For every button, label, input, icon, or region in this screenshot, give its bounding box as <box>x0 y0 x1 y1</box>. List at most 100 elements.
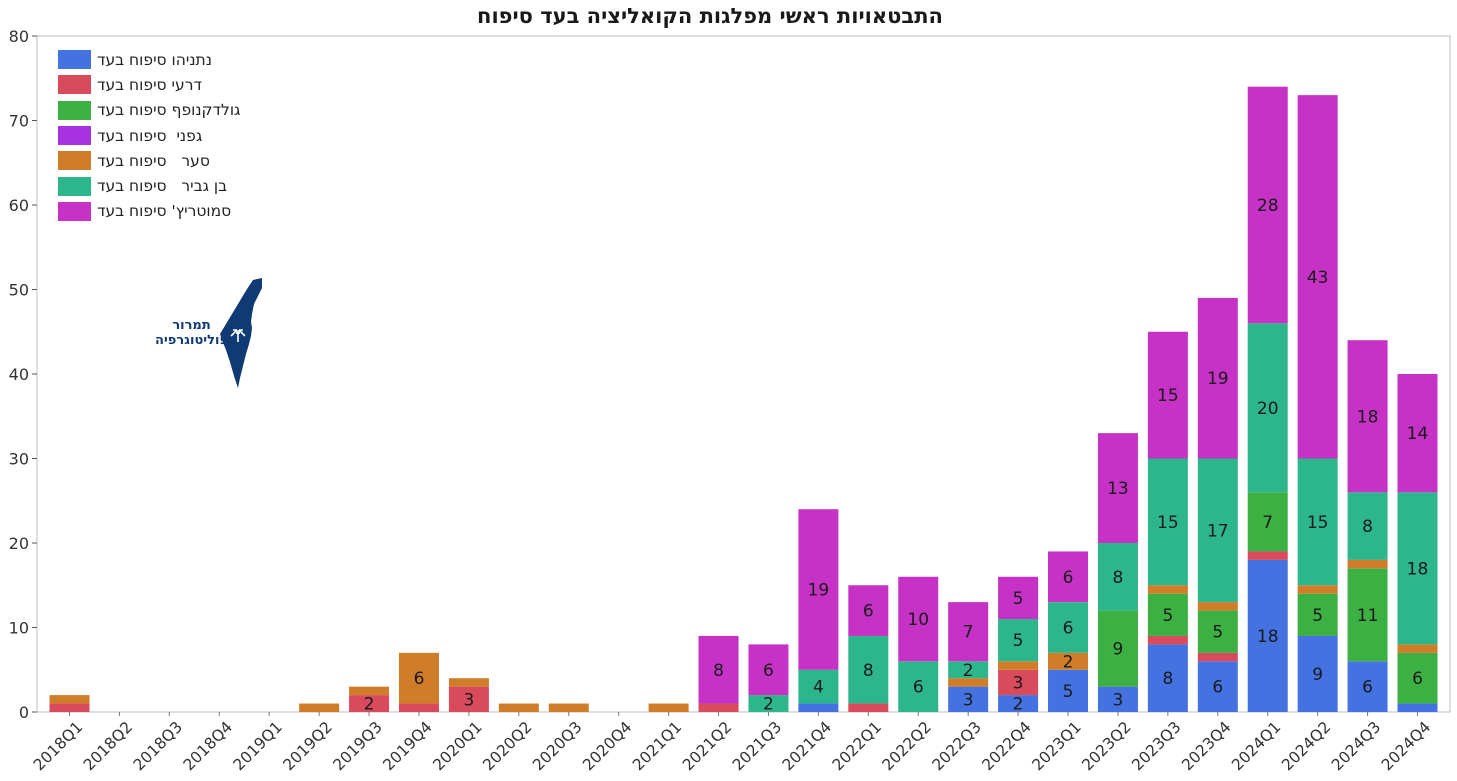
data-label: 15 <box>1157 513 1179 533</box>
legend-swatch <box>58 100 91 120</box>
legend-swatch <box>58 151 91 171</box>
bar-segment <box>548 703 589 712</box>
x-tick-label: 2020Q2 <box>479 718 535 774</box>
data-label: 2 <box>1013 695 1024 715</box>
data-label: 11 <box>1357 606 1379 626</box>
bar-segment <box>948 602 989 662</box>
data-label: 3 <box>1113 690 1124 710</box>
bar-segment <box>1297 95 1338 459</box>
x-tick-label: 2023Q1 <box>1029 718 1085 774</box>
bar-segment <box>1147 644 1188 712</box>
bar-segment <box>798 509 839 670</box>
bar-segment <box>1397 644 1438 653</box>
y-tick-label: 30 <box>9 450 29 469</box>
x-tick-label: 2023Q4 <box>1178 718 1234 774</box>
data-label: 18 <box>1407 559 1429 579</box>
bar-segment <box>1097 543 1138 611</box>
bar-segment <box>349 695 390 712</box>
data-label: 5 <box>1063 682 1074 702</box>
x-tick-label: 2019Q1 <box>230 718 286 774</box>
legend-label: בן גביר סיפוח בעד <box>97 177 228 196</box>
legend-label: דרעי סיפוח בעד <box>97 75 202 94</box>
bar-segment <box>1397 492 1438 645</box>
data-label: 2 <box>1063 652 1074 672</box>
logo-line1: תמרור <box>172 318 211 333</box>
legend-swatch <box>58 176 91 196</box>
legend-label: נתניהו סיפוח בעד <box>97 50 212 69</box>
data-label: 19 <box>1207 369 1229 389</box>
bar-segment <box>848 703 889 712</box>
bar-segment <box>49 695 90 704</box>
x-tick-label: 2021Q4 <box>779 718 835 774</box>
y-tick-label: 60 <box>9 196 29 215</box>
y-tick-label: 0 <box>19 703 29 722</box>
data-label: 7 <box>1262 513 1273 533</box>
data-label: 6 <box>863 602 874 622</box>
data-label: 4 <box>813 678 824 698</box>
legend-swatch <box>58 50 91 70</box>
data-label: 2 <box>763 695 774 715</box>
bar-segment <box>648 703 689 712</box>
bar-segment <box>698 703 739 712</box>
legend-item: סמוטריץ' סיפוח בעד <box>58 199 240 224</box>
bar-segment <box>1347 568 1388 662</box>
bar-segment <box>1197 610 1238 653</box>
data-label: 6 <box>1412 669 1423 689</box>
bar-segment <box>1147 585 1188 594</box>
bar-segment <box>948 661 989 679</box>
data-label: 6 <box>1362 678 1373 698</box>
bar-segment <box>848 635 889 704</box>
data-label: 15 <box>1157 386 1179 406</box>
bar-segment <box>1197 297 1238 459</box>
data-label: 3 <box>1013 673 1024 693</box>
bar-segment <box>1197 652 1238 662</box>
bar-segment <box>948 686 989 712</box>
x-tick-label: 2022Q3 <box>929 718 985 774</box>
logo: תמרור פוליטוגרפיה <box>112 278 272 390</box>
data-label: 28 <box>1257 196 1279 216</box>
x-tick-label: 2024Q1 <box>1228 718 1284 774</box>
x-tick-label: 2019Q4 <box>380 718 436 774</box>
bar-segment <box>1347 492 1388 560</box>
bar-segment <box>1048 652 1089 670</box>
bar-segment <box>1247 492 1288 552</box>
data-label: 15 <box>1307 513 1329 533</box>
data-label: 2 <box>963 661 974 681</box>
data-label: 2 <box>364 695 375 715</box>
x-tick-label: 2020Q3 <box>529 718 585 774</box>
legend-label: סמוטריץ' סיפוח בעד <box>97 202 232 221</box>
logo-line2: פוליטוגרפיה <box>155 333 228 348</box>
data-label: 3 <box>463 690 474 710</box>
data-label: 5 <box>1212 623 1223 643</box>
bar-segment <box>1247 86 1288 324</box>
chart-title: התבטאויות ראשי מפלגות הקואליציה בעד סיפו… <box>477 4 943 28</box>
data-label: 6 <box>1063 568 1074 588</box>
data-label: 20 <box>1257 399 1279 419</box>
bar-segment <box>1247 323 1288 493</box>
bar-segment <box>1048 602 1089 653</box>
data-label: 6 <box>1212 678 1223 698</box>
bars <box>49 86 1438 712</box>
bar-segment <box>1147 593 1188 636</box>
bar-segment <box>349 686 390 696</box>
israel-map-icon <box>220 278 262 388</box>
bar-segment <box>1048 551 1089 603</box>
bar-segment <box>1247 559 1288 712</box>
y-tick-label: 10 <box>9 619 29 638</box>
y-tick-label: 70 <box>9 112 29 131</box>
data-label: 9 <box>1312 665 1323 685</box>
data-label: 17 <box>1207 521 1229 541</box>
x-tick-label: 2021Q1 <box>629 718 685 774</box>
data-label: 18 <box>1257 627 1279 647</box>
legend-item: סער סיפוח בעד <box>58 148 240 173</box>
x-tick-label: 2020Q1 <box>429 718 485 774</box>
bar-segment <box>1197 602 1238 611</box>
bar-segment <box>1397 703 1438 712</box>
bar-segment <box>1097 686 1138 712</box>
data-label: 43 <box>1307 268 1329 288</box>
bar-segment <box>1147 331 1188 459</box>
logo-text: תמרור פוליטוגרפיה <box>155 318 228 348</box>
data-label: 6 <box>763 661 774 681</box>
bar-segment <box>1197 661 1238 712</box>
data-label: 5 <box>1162 606 1173 626</box>
